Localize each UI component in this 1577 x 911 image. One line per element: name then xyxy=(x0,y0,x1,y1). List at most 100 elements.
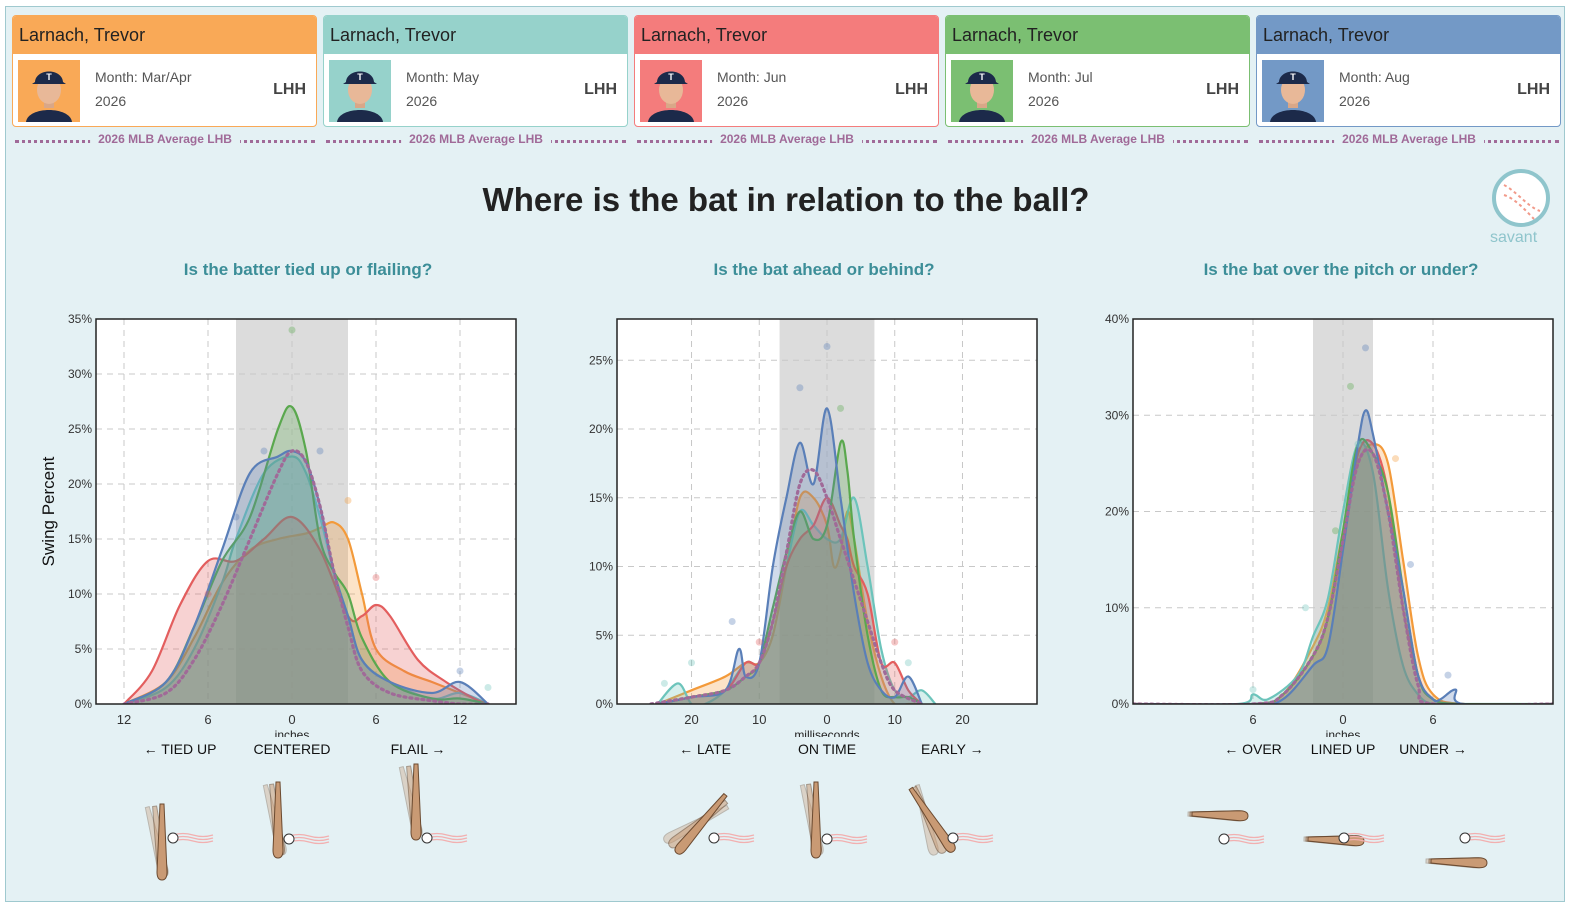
y-tick-label: 35% xyxy=(68,312,92,326)
x-tick-label: 0 xyxy=(1339,712,1346,727)
mlb-average-line xyxy=(1133,447,1553,704)
series-area-5 xyxy=(657,408,922,704)
series-line-5 xyxy=(657,407,923,704)
zone-label: UNDER → xyxy=(1399,741,1467,757)
baseball-icon xyxy=(821,833,868,845)
average-indicator-5: 2026 MLB Average LHB xyxy=(1259,132,1559,148)
x-tick-label: 12 xyxy=(117,712,131,727)
x-tick-label: 10 xyxy=(888,712,902,727)
data-point xyxy=(1354,440,1362,448)
data-point xyxy=(904,659,912,667)
baseball-icon xyxy=(167,832,214,844)
page-title: Where is the bat in relation to the ball… xyxy=(482,181,1090,218)
card-handedness: LHH xyxy=(1517,81,1550,98)
player-headshot-icon: T xyxy=(640,60,702,122)
mlb-average-line xyxy=(122,448,490,704)
plot-border xyxy=(95,318,517,705)
data-point xyxy=(316,447,324,455)
average-indicator-3: 2026 MLB Average LHB xyxy=(637,132,937,148)
baseball-icon xyxy=(1218,833,1265,845)
card-month: Month: Mar/Apr xyxy=(95,69,192,85)
data-point xyxy=(232,513,240,521)
player-name: Larnach, Trevor xyxy=(324,16,627,54)
plot-border xyxy=(616,318,1038,705)
zone-label: ON TIME xyxy=(797,741,857,757)
player-card-5[interactable]: Larnach, Trevor T Month: Aug 2026 LHH xyxy=(1256,15,1561,127)
data-point xyxy=(260,447,268,455)
baseball-icon xyxy=(1338,832,1385,844)
data-point xyxy=(755,638,763,646)
card-month: Month: May xyxy=(406,69,480,85)
zone-label: ← TIED UP xyxy=(143,741,217,757)
x-tick-label: 10 xyxy=(752,712,766,727)
card-handedness: LHH xyxy=(273,81,306,98)
series-area-1 xyxy=(1133,444,1553,704)
data-point xyxy=(1302,604,1309,612)
x-tick-label: 20 xyxy=(684,712,698,727)
player-headshot-icon: T xyxy=(18,60,80,122)
y-tick-label: 0% xyxy=(596,697,614,711)
chart-3-title: Is the bat over the pitch or under? xyxy=(1203,260,1479,279)
average-indicator-4: 2026 MLB Average LHB xyxy=(948,132,1248,148)
baseball-icon xyxy=(708,832,755,844)
svg-text:T: T xyxy=(46,72,52,82)
baseball-icon xyxy=(421,832,468,844)
x-tick-label: 20 xyxy=(955,712,969,727)
player-card-3[interactable]: Larnach, Trevor T Month: Jun 2026 LHH xyxy=(634,15,939,127)
baseball-icon xyxy=(947,832,994,844)
bat-icon xyxy=(674,792,728,855)
chart-tied-up-or-flailing: 0% 5% 10% 15% 20% 25% 30% 35% 12 6 0 6 12 inches Swing… xyxy=(39,312,517,737)
player-name: Larnach, Trevor xyxy=(635,16,938,54)
card-year: 2026 xyxy=(717,93,749,109)
zone-label: ← LATE xyxy=(679,741,731,757)
x-tick-label: 12 xyxy=(453,712,467,727)
player-name: Larnach, Trevor xyxy=(946,16,1249,54)
series-line-4 xyxy=(123,405,489,704)
mlb-average-line xyxy=(649,467,924,704)
x-tick-label: 6 xyxy=(1249,712,1256,727)
y-tick-label: 40% xyxy=(1105,312,1129,326)
chart-over-or-under: 0% 10% 20% 30% 40% 6 0 6 inches xyxy=(1105,312,1554,737)
data-point xyxy=(1392,455,1399,463)
average-label: 2026 MLB Average LHB xyxy=(401,132,551,146)
data-point xyxy=(660,679,668,687)
x-axis-label: inches xyxy=(275,728,310,737)
x-axis-label: milliseconds xyxy=(794,728,859,737)
logo-text: savant xyxy=(1490,229,1538,246)
card-month: Month: Jul xyxy=(1028,69,1093,85)
bat-icon xyxy=(1191,810,1249,822)
average-label: 2026 MLB Average LHB xyxy=(1334,132,1484,146)
data-point xyxy=(891,638,899,646)
series-line-2 xyxy=(1133,441,1553,704)
player-card-1[interactable]: Larnach, Trevor T Month: Mar/Apr 2026 LHH xyxy=(12,15,317,127)
data-point xyxy=(1444,671,1452,679)
series-area-2 xyxy=(1133,442,1553,704)
bat-icon xyxy=(1430,857,1488,869)
bat-icon xyxy=(810,781,822,859)
player-card-4[interactable]: Larnach, Trevor T Month: Jul 2026 LHH xyxy=(945,15,1250,127)
x-axis-label: inches xyxy=(1326,728,1361,737)
chart-2-title: Is the bat ahead or behind? xyxy=(713,260,935,279)
zone-label: CENTERED xyxy=(253,741,331,757)
series-area-3 xyxy=(1133,440,1553,704)
y-tick-label: 25% xyxy=(68,422,92,436)
data-point xyxy=(1332,527,1339,535)
data-point xyxy=(837,404,845,412)
y-tick-label: 15% xyxy=(589,491,613,505)
y-tick-label: 20% xyxy=(1105,505,1129,519)
zone-label: FLAIL → xyxy=(390,741,446,757)
player-headshot-icon: T xyxy=(951,60,1013,122)
series-area-1 xyxy=(124,522,488,704)
average-indicator-2: 2026 MLB Average LHB xyxy=(326,132,626,148)
average-indicator-1: 2026 MLB Average LHB xyxy=(15,132,315,148)
series-area-1 xyxy=(657,491,922,704)
series-area-2 xyxy=(124,456,488,704)
card-year: 2026 xyxy=(95,93,127,109)
data-point xyxy=(372,574,380,581)
y-tick-label: 10% xyxy=(68,587,92,601)
y-tick-label: 30% xyxy=(1105,408,1129,422)
data-point xyxy=(344,497,352,504)
player-card-2[interactable]: Larnach, Trevor T Month: May 2026 LHH xyxy=(323,15,628,127)
zone-label: EARLY → xyxy=(921,741,984,757)
y-tick-label: 5% xyxy=(596,628,614,642)
